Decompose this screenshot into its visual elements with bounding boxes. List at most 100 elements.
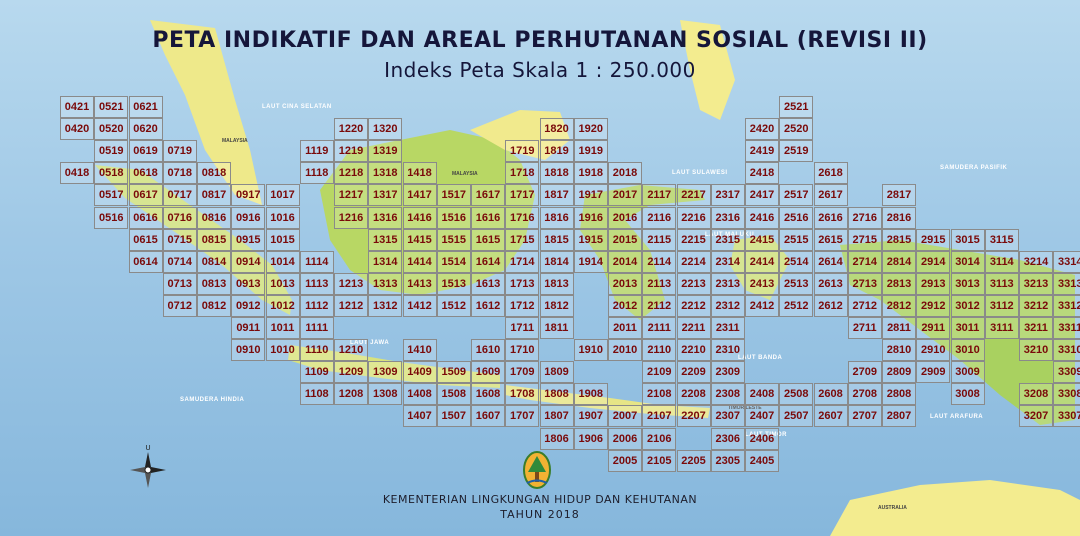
- map-sheet-0916[interactable]: 0916: [231, 206, 266, 229]
- map-sheet-0714[interactable]: 0714: [162, 250, 197, 273]
- map-sheet-1719[interactable]: 1719: [505, 140, 540, 163]
- map-sheet-2520[interactable]: 2520: [779, 118, 814, 141]
- map-sheet-2713[interactable]: 2713: [847, 272, 882, 295]
- map-sheet-0516[interactable]: 0516: [94, 206, 129, 229]
- map-sheet-2612[interactable]: 2612: [813, 294, 848, 317]
- map-sheet-2420[interactable]: 2420: [745, 118, 779, 141]
- map-sheet-2808[interactable]: 2808: [882, 383, 916, 406]
- map-sheet-2314[interactable]: 2314: [710, 250, 745, 273]
- map-sheet-1209[interactable]: 1209: [334, 361, 368, 384]
- map-sheet-2419[interactable]: 2419: [745, 140, 779, 163]
- map-sheet-1216[interactable]: 1216: [334, 206, 368, 229]
- map-sheet-0914[interactable]: 0914: [231, 250, 266, 273]
- map-sheet-1613[interactable]: 1613: [471, 272, 505, 295]
- map-sheet-2712[interactable]: 2712: [847, 294, 882, 317]
- map-sheet-1715[interactable]: 1715: [505, 228, 540, 251]
- map-sheet-0617[interactable]: 0617: [128, 184, 163, 207]
- map-sheet-2315[interactable]: 2315: [710, 228, 745, 251]
- map-sheet-1916[interactable]: 1916: [573, 206, 608, 229]
- map-sheet-1407[interactable]: 1407: [402, 405, 437, 428]
- map-sheet-1013[interactable]: 1013: [265, 272, 300, 295]
- map-sheet-2515[interactable]: 2515: [779, 228, 814, 251]
- map-sheet-2521[interactable]: 2521: [779, 96, 814, 118]
- map-sheet-1507[interactable]: 1507: [436, 405, 471, 428]
- map-sheet-1410[interactable]: 1410: [402, 339, 437, 362]
- map-sheet-3009[interactable]: 3009: [950, 361, 985, 384]
- map-sheet-3313[interactable]: 3313: [1053, 272, 1080, 295]
- map-sheet-2210[interactable]: 2210: [676, 339, 711, 362]
- map-sheet-0420[interactable]: 0420: [60, 118, 94, 141]
- map-sheet-2915[interactable]: 2915: [916, 228, 951, 251]
- map-sheet-1708[interactable]: 1708: [505, 383, 540, 406]
- map-sheet-1712[interactable]: 1712: [505, 294, 540, 317]
- map-sheet-1212[interactable]: 1212: [334, 294, 368, 317]
- map-sheet-1811[interactable]: 1811: [539, 317, 574, 339]
- map-sheet-1415[interactable]: 1415: [402, 228, 437, 251]
- map-sheet-2408[interactable]: 2408: [745, 383, 779, 406]
- map-sheet-2312[interactable]: 2312: [710, 294, 745, 317]
- map-sheet-2715[interactable]: 2715: [847, 228, 882, 251]
- map-sheet-1710[interactable]: 1710: [505, 339, 540, 362]
- map-sheet-2017[interactable]: 2017: [608, 184, 642, 207]
- map-sheet-0717[interactable]: 0717: [162, 184, 197, 207]
- map-sheet-3008[interactable]: 3008: [950, 383, 985, 406]
- map-sheet-2414[interactable]: 2414: [745, 250, 779, 273]
- map-sheet-3112[interactable]: 3112: [984, 294, 1019, 317]
- map-sheet-1409[interactable]: 1409: [402, 361, 437, 384]
- map-sheet-2415[interactable]: 2415: [745, 228, 779, 251]
- map-sheet-1914[interactable]: 1914: [573, 250, 608, 273]
- map-sheet-2711[interactable]: 2711: [847, 317, 882, 339]
- map-sheet-0619[interactable]: 0619: [128, 140, 163, 163]
- map-sheet-0421[interactable]: 0421: [60, 96, 94, 118]
- map-sheet-2514[interactable]: 2514: [779, 250, 814, 273]
- map-sheet-2608[interactable]: 2608: [813, 383, 848, 406]
- map-sheet-1218[interactable]: 1218: [334, 162, 368, 185]
- map-sheet-1717[interactable]: 1717: [505, 184, 540, 207]
- map-sheet-2617[interactable]: 2617: [813, 184, 848, 207]
- map-sheet-1416[interactable]: 1416: [402, 206, 437, 229]
- map-sheet-1109[interactable]: 1109: [299, 361, 334, 384]
- map-sheet-2811[interactable]: 2811: [882, 317, 916, 339]
- map-sheet-1920[interactable]: 1920: [573, 118, 608, 141]
- map-sheet-1010[interactable]: 1010: [265, 339, 300, 362]
- map-sheet-0718[interactable]: 0718: [162, 162, 197, 185]
- map-sheet-2517[interactable]: 2517: [779, 184, 814, 207]
- map-sheet-0911[interactable]: 0911: [231, 317, 266, 339]
- map-sheet-2016[interactable]: 2016: [608, 206, 642, 229]
- map-sheet-1512[interactable]: 1512: [436, 294, 471, 317]
- map-sheet-3013[interactable]: 3013: [950, 272, 985, 295]
- map-sheet-1314[interactable]: 1314: [368, 250, 403, 273]
- map-sheet-0621[interactable]: 0621: [128, 96, 163, 118]
- map-sheet-2709[interactable]: 2709: [847, 361, 882, 384]
- map-sheet-2117[interactable]: 2117: [642, 184, 677, 207]
- map-sheet-2817[interactable]: 2817: [882, 184, 916, 207]
- map-sheet-1017[interactable]: 1017: [265, 184, 300, 207]
- map-sheet-3307[interactable]: 3307: [1053, 405, 1080, 428]
- map-sheet-1217[interactable]: 1217: [334, 184, 368, 207]
- map-sheet-1817[interactable]: 1817: [539, 184, 574, 207]
- map-sheet-2412[interactable]: 2412: [745, 294, 779, 317]
- map-sheet-2214[interactable]: 2214: [676, 250, 711, 273]
- map-sheet-2014[interactable]: 2014: [608, 250, 642, 273]
- map-sheet-1110[interactable]: 1110: [299, 339, 334, 362]
- map-sheet-0418[interactable]: 0418: [60, 162, 94, 185]
- map-sheet-1319[interactable]: 1319: [368, 140, 403, 163]
- map-sheet-1315[interactable]: 1315: [368, 228, 403, 251]
- map-sheet-1312[interactable]: 1312: [368, 294, 403, 317]
- map-sheet-2810[interactable]: 2810: [882, 339, 916, 362]
- map-sheet-2018[interactable]: 2018: [608, 162, 642, 185]
- map-sheet-2416[interactable]: 2416: [745, 206, 779, 229]
- map-sheet-0910[interactable]: 0910: [231, 339, 266, 362]
- map-sheet-1111[interactable]: 1111: [299, 317, 334, 339]
- map-sheet-2618[interactable]: 2618: [813, 162, 848, 185]
- map-sheet-3011[interactable]: 3011: [950, 317, 985, 339]
- map-sheet-1908[interactable]: 1908: [573, 383, 608, 406]
- map-sheet-1513[interactable]: 1513: [436, 272, 471, 295]
- map-sheet-2213[interactable]: 2213: [676, 272, 711, 295]
- map-sheet-0913[interactable]: 0913: [231, 272, 266, 295]
- map-sheet-0715[interactable]: 0715: [162, 228, 197, 251]
- map-sheet-3312[interactable]: 3312: [1053, 294, 1080, 317]
- map-sheet-1317[interactable]: 1317: [368, 184, 403, 207]
- map-sheet-3113[interactable]: 3113: [984, 272, 1019, 295]
- map-sheet-0917[interactable]: 0917: [231, 184, 266, 207]
